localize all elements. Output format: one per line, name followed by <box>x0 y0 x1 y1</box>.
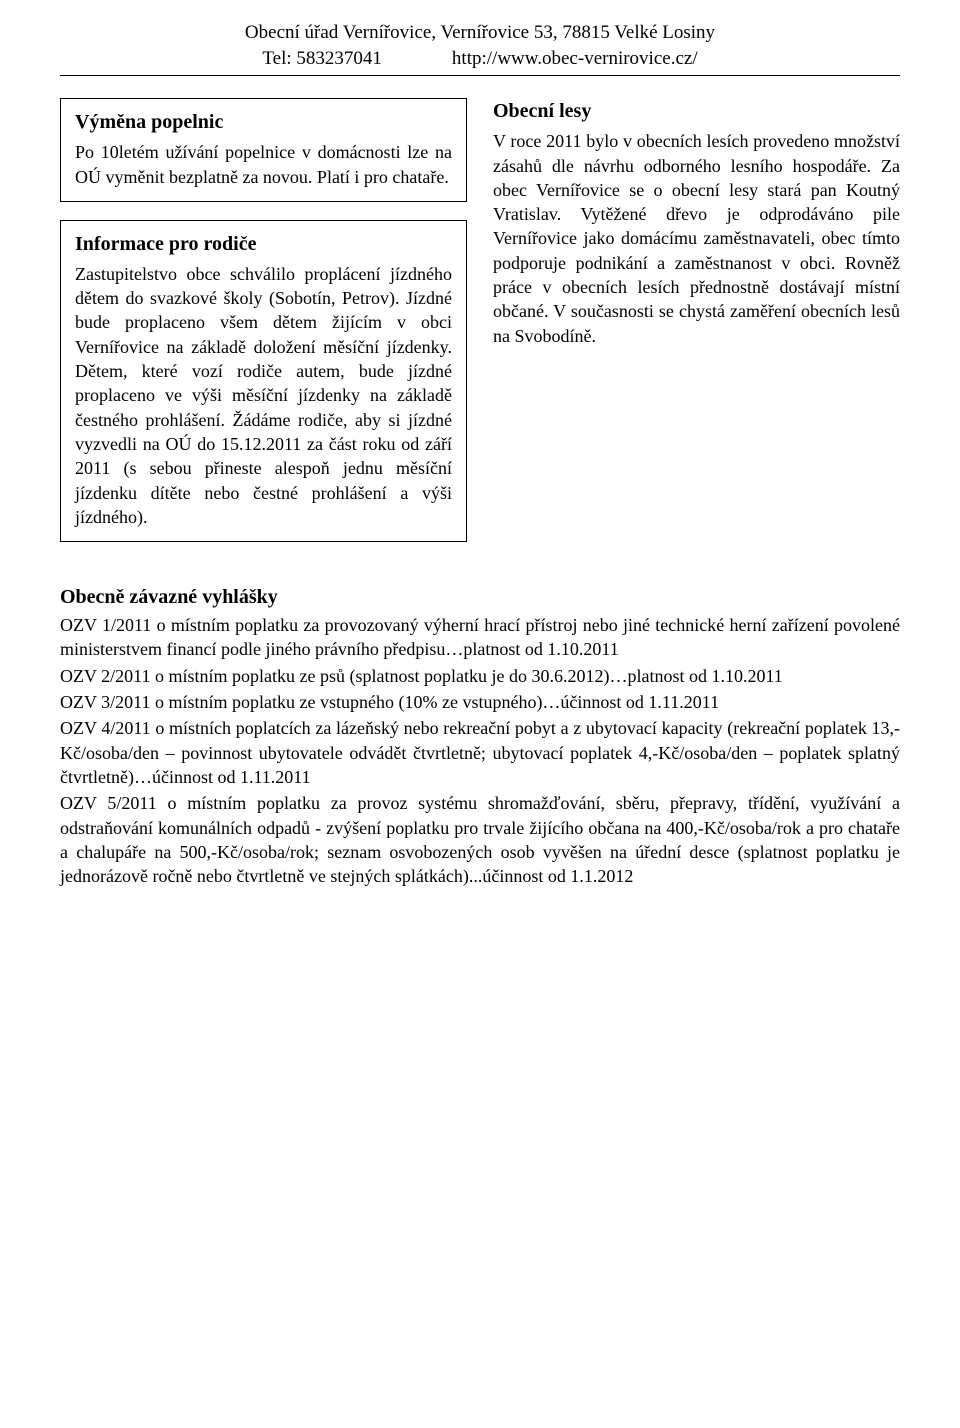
header-url: http://www.obec-vernirovice.cz/ <box>452 46 698 72</box>
ozv-title: Obecně závazné vyhlášky <box>60 584 900 611</box>
box1-body: Po 10letém užívání popelnice v domácnost… <box>75 140 452 189</box>
block-obecni-lesy: Obecní lesy V roce 2011 bylo v obecních … <box>493 98 900 348</box>
header-tel: Tel: 583237041 <box>262 46 382 72</box>
header-address: Obecní úřad Vernířovice, Vernířovice 53,… <box>60 20 900 46</box>
box2-body: Zastupitelstvo obce schválilo proplácení… <box>75 262 452 529</box>
box1-title: Výměna popelnic <box>75 109 452 136</box>
right-body: V roce 2011 bylo v obecních lesích prove… <box>493 129 900 348</box>
right-title: Obecní lesy <box>493 98 900 125</box>
ozv-item: OZV 2/2011 o místním poplatku ze psů (sp… <box>60 664 900 688</box>
ozv-item: OZV 4/2011 o místních poplatcích za láze… <box>60 716 900 789</box>
right-column: Obecní lesy V roce 2011 bylo v obecních … <box>493 98 900 560</box>
box-vymena-popelnic: Výměna popelnic Po 10letém užívání popel… <box>60 98 467 202</box>
two-column-layout: Výměna popelnic Po 10letém užívání popel… <box>60 98 900 560</box>
section-ozv: Obecně závazné vyhlášky OZV 1/2011 o mís… <box>60 584 900 888</box>
box2-title: Informace pro rodiče <box>75 231 452 258</box>
left-column: Výměna popelnic Po 10letém užívání popel… <box>60 98 467 560</box>
ozv-item: OZV 1/2011 o místním poplatku za provozo… <box>60 613 900 662</box>
ozv-item: OZV 3/2011 o místním poplatku ze vstupné… <box>60 690 900 714</box>
document-header: Obecní úřad Vernířovice, Vernířovice 53,… <box>60 20 900 71</box>
ozv-item: OZV 5/2011 o místním poplatku za provoz … <box>60 791 900 888</box>
header-contact-row: Tel: 583237041 http://www.obec-vernirovi… <box>60 46 900 72</box>
box-informace-pro-rodice: Informace pro rodiče Zastupitelstvo obce… <box>60 220 467 542</box>
header-rule <box>60 75 900 76</box>
